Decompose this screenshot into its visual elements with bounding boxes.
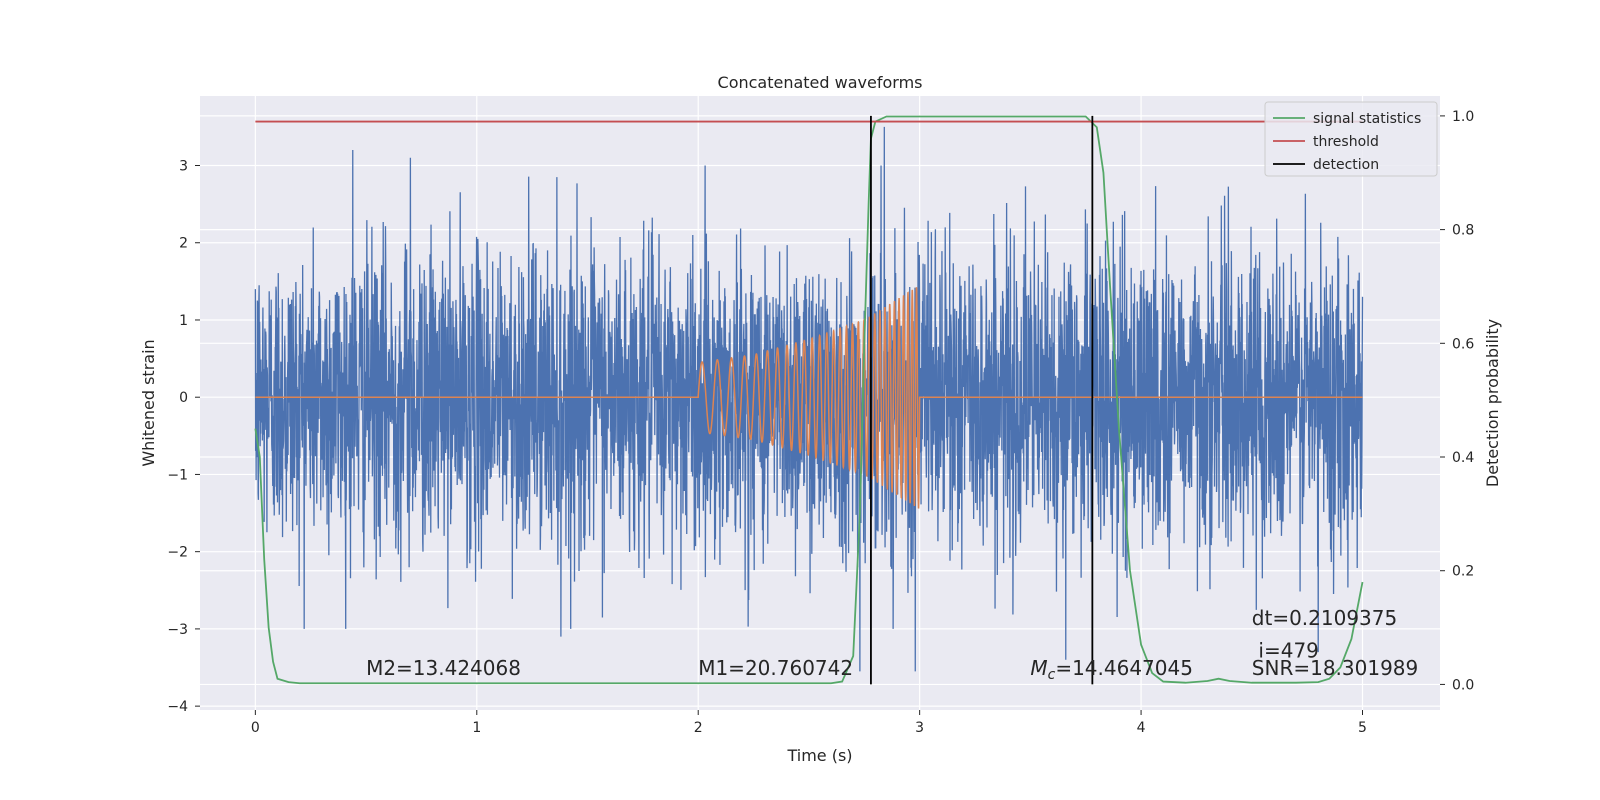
x-tick-label: 4 bbox=[1137, 720, 1146, 736]
annotation-text: Mc=14.4647045 bbox=[1030, 656, 1193, 683]
ticks: 0 1 2 3 4 5 −4 −3 −2 −1 0 1 2 3 0.0 0.2 0.4 0.6 0.8 1.0 bbox=[167, 109, 1474, 736]
x-tick-label: 1 bbox=[472, 720, 481, 736]
y-tick-label: −4 bbox=[167, 699, 188, 715]
y-tick-label: 1 bbox=[179, 313, 188, 329]
legend-label: detection bbox=[1313, 157, 1379, 173]
y-tick-label: −2 bbox=[167, 545, 188, 561]
y2-tick-label: 0.6 bbox=[1452, 336, 1474, 352]
x-tick-label: 3 bbox=[915, 720, 924, 736]
y-tick-label: −1 bbox=[167, 467, 188, 483]
y2-tick-label: 0.0 bbox=[1452, 677, 1474, 693]
legend: signal statistics threshold detection bbox=[1264, 101, 1438, 177]
strain-series-line bbox=[254, 126, 1364, 672]
y2-tick-label: 0.8 bbox=[1452, 223, 1474, 239]
legend-label: threshold bbox=[1313, 134, 1379, 150]
annotation-text: M2=13.424068 bbox=[366, 656, 521, 680]
annotation-text: dt=0.2109375 bbox=[1252, 606, 1397, 630]
x-tick-label: 0 bbox=[251, 720, 260, 736]
legend-label: signal statistics bbox=[1313, 111, 1421, 127]
chart-title: Concatenated waveforms bbox=[718, 73, 923, 92]
y2-tick-label: 0.4 bbox=[1452, 450, 1474, 466]
annotations: M2=13.424068 M1=20.760742 Mc=14.4647045 SNR… bbox=[366, 606, 1418, 683]
x-tick-label: 5 bbox=[1358, 720, 1367, 736]
annotation-text: i=479 bbox=[1258, 638, 1319, 662]
y-tick-label: 2 bbox=[179, 236, 188, 252]
plot-area bbox=[254, 115, 1364, 685]
annotation-text: SNR=18.301989 bbox=[1252, 656, 1418, 680]
y2-tick-label: 0.2 bbox=[1452, 564, 1474, 580]
y-tick-label: −3 bbox=[167, 622, 188, 638]
chirp-series-line bbox=[255, 287, 1363, 509]
y2-tick-label: 1.0 bbox=[1452, 109, 1474, 125]
y2-axis-label: Detection probability bbox=[1483, 319, 1502, 487]
annotation-text: M1=20.760742 bbox=[698, 656, 853, 680]
x-axis-label: Time (s) bbox=[786, 746, 852, 765]
signal-statistics-line bbox=[254, 115, 1364, 685]
y-tick-label: 3 bbox=[179, 159, 188, 175]
y-tick-label: 0 bbox=[179, 390, 188, 406]
y-axis-label: Whitened strain bbox=[139, 339, 158, 466]
x-tick-label: 2 bbox=[694, 720, 703, 736]
legend-box bbox=[1264, 101, 1438, 177]
